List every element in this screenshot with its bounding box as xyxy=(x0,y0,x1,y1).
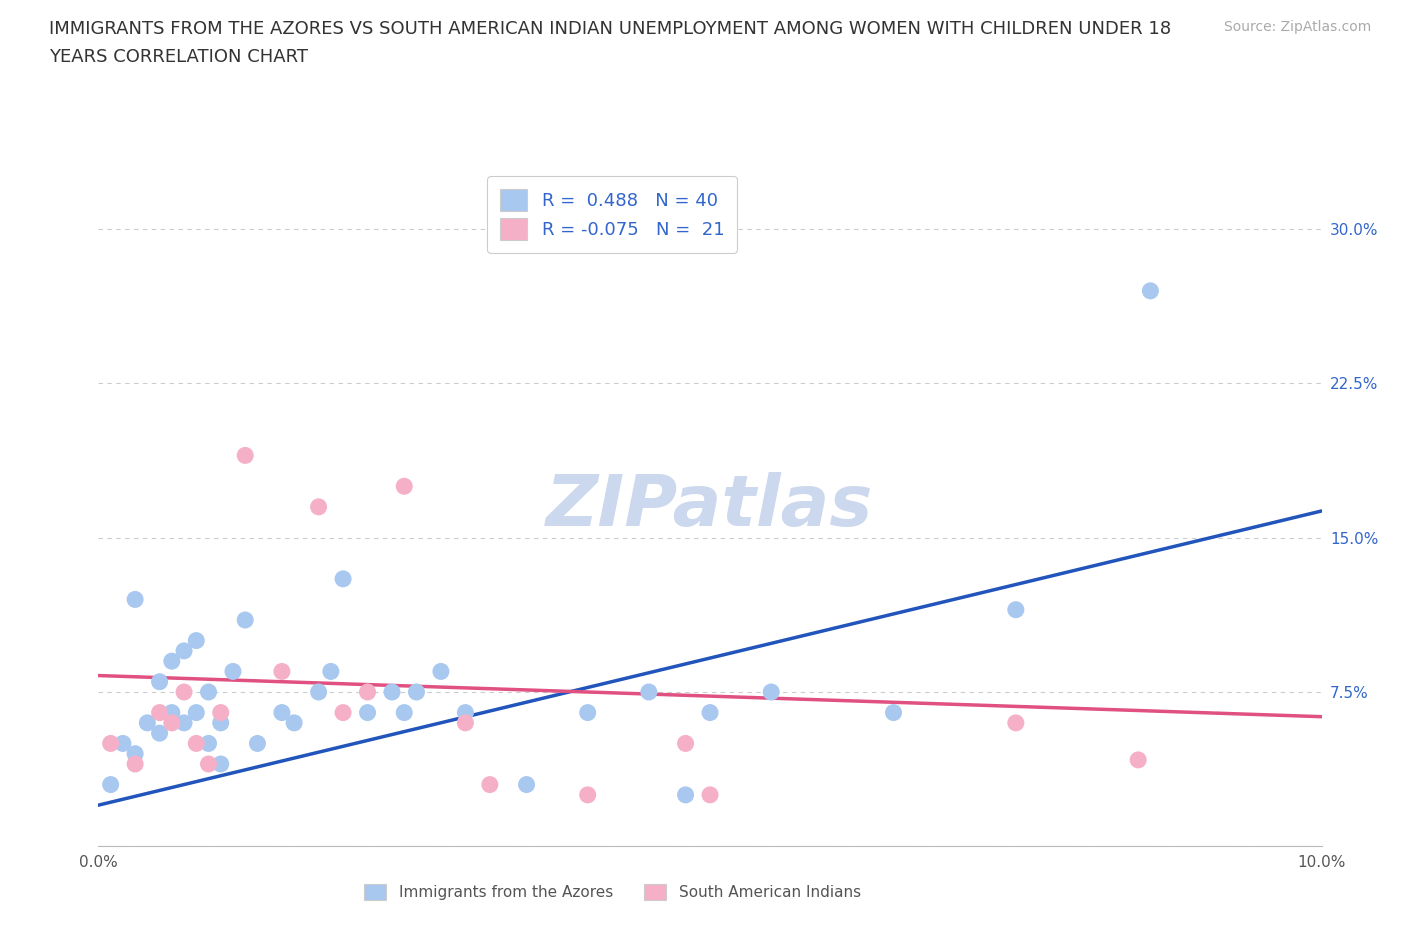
Point xyxy=(332,705,354,720)
Point xyxy=(478,777,501,792)
Point xyxy=(124,757,146,772)
Point xyxy=(356,684,378,699)
Text: IMMIGRANTS FROM THE AZORES VS SOUTH AMERICAN INDIAN UNEMPLOYMENT AMONG WOMEN WIT: IMMIGRANTS FROM THE AZORES VS SOUTH AMER… xyxy=(49,20,1171,38)
Point xyxy=(699,705,721,720)
Point xyxy=(209,757,232,772)
Point xyxy=(173,715,195,730)
Point xyxy=(454,715,477,730)
Point xyxy=(270,664,292,679)
Point xyxy=(160,705,183,720)
Point xyxy=(160,654,183,669)
Point xyxy=(699,788,721,803)
Point xyxy=(392,705,416,720)
Point xyxy=(124,592,146,607)
Point xyxy=(149,725,172,740)
Legend: Immigrants from the Azores, South American Indians: Immigrants from the Azores, South Americ… xyxy=(357,878,868,907)
Point xyxy=(883,705,905,720)
Text: Source: ZipAtlas.com: Source: ZipAtlas.com xyxy=(1223,20,1371,34)
Point xyxy=(516,777,538,792)
Point xyxy=(124,746,146,761)
Point xyxy=(759,684,782,699)
Point xyxy=(222,664,245,679)
Point xyxy=(186,736,208,751)
Point xyxy=(454,705,477,720)
Point xyxy=(149,674,172,689)
Point xyxy=(209,715,232,730)
Point xyxy=(197,757,219,772)
Point xyxy=(160,715,183,730)
Point xyxy=(675,736,697,751)
Point xyxy=(283,715,305,730)
Point xyxy=(1004,603,1026,618)
Point xyxy=(186,705,208,720)
Point xyxy=(332,571,354,586)
Point xyxy=(173,684,195,699)
Point xyxy=(173,644,195,658)
Point xyxy=(576,788,599,803)
Point xyxy=(381,684,404,699)
Point xyxy=(136,715,159,730)
Point xyxy=(1004,715,1026,730)
Text: YEARS CORRELATION CHART: YEARS CORRELATION CHART xyxy=(49,48,308,66)
Point xyxy=(405,684,427,699)
Point xyxy=(111,736,134,751)
Point xyxy=(319,664,342,679)
Point xyxy=(637,684,661,699)
Point xyxy=(149,705,172,720)
Point xyxy=(1139,284,1161,299)
Point xyxy=(576,705,599,720)
Point xyxy=(197,736,219,751)
Point xyxy=(308,684,330,699)
Point xyxy=(186,633,208,648)
Point xyxy=(100,777,122,792)
Point xyxy=(392,479,416,494)
Point xyxy=(209,705,232,720)
Point xyxy=(100,736,122,751)
Point xyxy=(1128,752,1150,767)
Point xyxy=(430,664,453,679)
Point xyxy=(246,736,269,751)
Point xyxy=(675,788,697,803)
Point xyxy=(308,499,330,514)
Point xyxy=(233,613,256,628)
Point xyxy=(197,684,219,699)
Point xyxy=(233,448,256,463)
Point xyxy=(270,705,292,720)
Text: ZIPatlas: ZIPatlas xyxy=(547,472,873,541)
Point xyxy=(356,705,378,720)
